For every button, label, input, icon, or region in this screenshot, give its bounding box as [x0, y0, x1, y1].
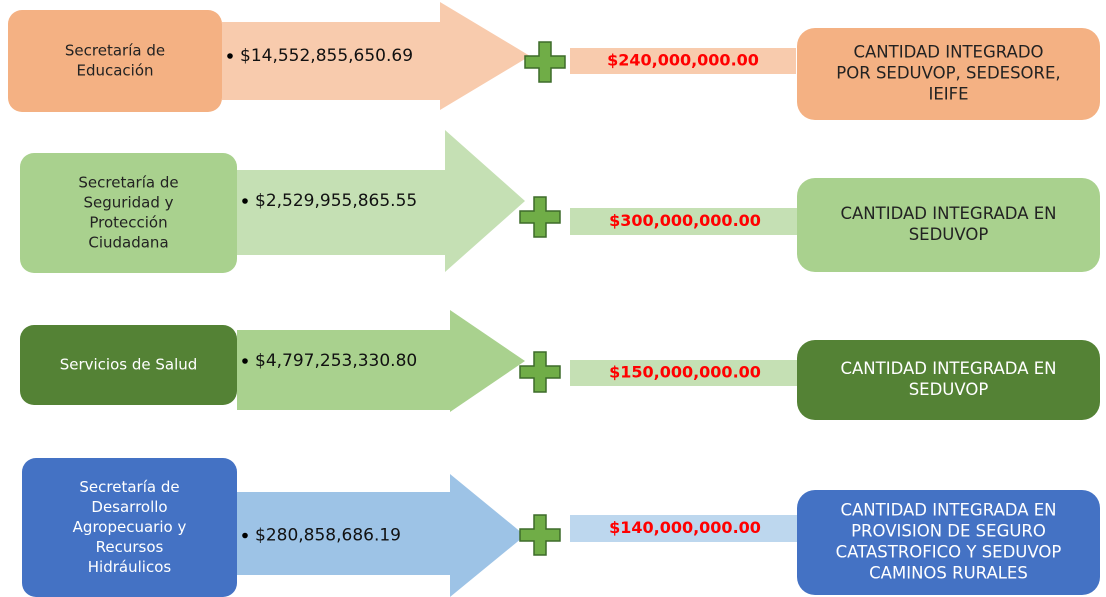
result-box	[797, 340, 1100, 420]
agency-label: Secretaría de	[65, 42, 165, 60]
agency-box	[20, 325, 237, 405]
agency-label: Secretaría de	[79, 478, 179, 496]
result-label: CANTIDAD INTEGRADA EN	[840, 501, 1056, 520]
addition-bar	[570, 360, 800, 386]
arrow	[222, 2, 530, 110]
agency-box	[20, 153, 237, 273]
bullet	[242, 358, 248, 364]
agency-label: Hidráulicos	[88, 558, 172, 576]
amount: $2,529,955,865.55	[255, 191, 417, 211]
plus-icon	[519, 351, 561, 393]
result-box	[797, 178, 1100, 272]
agency-label: Protección	[89, 214, 167, 232]
plus-icon	[519, 196, 561, 238]
result-label: SEDUVOP	[909, 380, 989, 399]
result-label: SEDUVOP	[909, 225, 989, 244]
amount: $4,797,253,330.80	[255, 351, 417, 371]
arrow	[237, 474, 525, 597]
plus-icon	[524, 41, 566, 83]
addition: $140,000,000.00	[609, 518, 761, 537]
arrow	[237, 310, 525, 412]
addition: $150,000,000.00	[609, 363, 761, 382]
result-label: CATASTROFICO Y SEDUVOP	[836, 543, 1062, 562]
agency-label: Educación	[76, 62, 153, 80]
result-label: PROVISION DE SEGURO	[851, 522, 1046, 541]
result-label: CAMINOS RURALES	[869, 564, 1028, 583]
amount: $14,552,855,650.69	[240, 46, 413, 66]
addition: $300,000,000.00	[609, 211, 761, 230]
amount: $280,858,686.19	[255, 526, 401, 546]
agency-label: Ciudadana	[88, 234, 168, 252]
agency-box	[8, 10, 222, 112]
addition-bar	[570, 515, 800, 542]
result-label: IEIFE	[928, 85, 968, 104]
addition-bar	[570, 48, 796, 74]
bullet	[242, 532, 248, 539]
agency-label: Seguridad y	[84, 194, 174, 212]
result-label: CANTIDAD INTEGRADO	[853, 43, 1043, 62]
agency-label: Servicios de Salud	[60, 356, 198, 374]
result-label: CANTIDAD INTEGRADA EN	[840, 204, 1056, 223]
agency-box	[22, 458, 237, 597]
result-label: POR SEDUVOP, SEDESORE,	[836, 64, 1060, 83]
result-label: CANTIDAD INTEGRADA EN	[840, 359, 1056, 378]
bullet	[242, 198, 248, 204]
agency-label: Recursos	[96, 538, 164, 556]
plus-icon	[519, 514, 561, 556]
agency-label: Secretaría de	[78, 174, 178, 192]
arrow	[237, 130, 525, 272]
addition: $240,000,000.00	[607, 51, 759, 70]
result-box	[797, 490, 1100, 595]
agency-label: Agropecuario y	[73, 518, 187, 536]
result-box	[797, 28, 1100, 120]
addition-bar	[570, 208, 800, 235]
agency-label: Desarrollo	[91, 498, 167, 516]
bullet	[227, 53, 233, 59]
